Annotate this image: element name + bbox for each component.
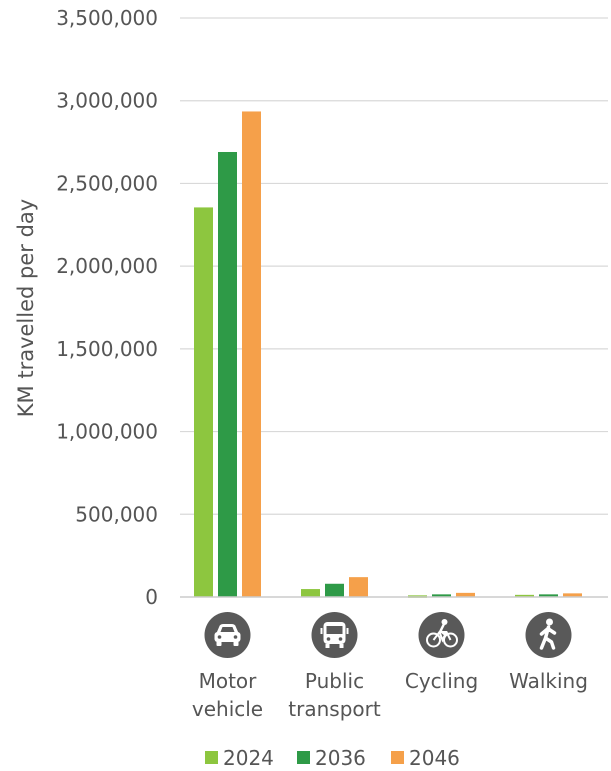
car-icon [204, 612, 251, 658]
x-category-label: vehicle [192, 697, 263, 721]
legend-item: 2046 [391, 746, 460, 770]
category-icons [204, 612, 572, 658]
bar-2046 [563, 593, 582, 597]
bar-2024 [515, 594, 534, 598]
legend-item: 2024 [205, 746, 274, 770]
legend-label: 2024 [223, 746, 274, 770]
legend-swatch [297, 751, 310, 764]
bar-2046 [242, 111, 261, 598]
y-tick-label: 1,000,000 [56, 420, 158, 444]
x-category-label: Public [305, 669, 364, 693]
bar-2036 [218, 151, 237, 598]
bus-icon [311, 612, 358, 658]
bars [194, 111, 582, 598]
y-tick-label: 3,000,000 [56, 89, 158, 113]
x-category-label: Motor [199, 669, 258, 693]
bar-2036 [432, 594, 451, 597]
y-axis-tick-labels: 0 500,000 1,000,000 1,500,000 2,000,000 2,500… [56, 6, 158, 609]
bar-2024 [194, 207, 213, 597]
legend-item: 2036 [297, 746, 366, 770]
y-tick-label: 0 [145, 585, 158, 609]
legend-swatch [391, 751, 404, 764]
legend-label: 2046 [409, 746, 460, 770]
x-axis-category-labels: Motor vehicle Public transport Cycling Walkin… [192, 669, 588, 721]
x-category-label: transport [288, 697, 381, 721]
bar-2036 [539, 594, 558, 597]
legend-swatch [205, 751, 218, 764]
legend-label: 2036 [315, 746, 366, 770]
y-tick-label: 500,000 [75, 502, 158, 526]
y-tick-label: 3,500,000 [56, 6, 158, 30]
x-category-label: Cycling [405, 669, 478, 693]
walking-person-icon [525, 612, 572, 658]
x-category-label: Walking [509, 669, 588, 693]
legend: 2024 2036 2046 [205, 746, 460, 770]
y-tick-label: 2,000,000 [56, 254, 158, 278]
bar-2036 [325, 583, 344, 597]
bicycle-icon [418, 612, 465, 658]
y-tick-label: 1,500,000 [56, 337, 158, 361]
bar-2024 [301, 589, 320, 597]
bar-2046 [456, 592, 475, 597]
y-tick-label: 2,500,000 [56, 171, 158, 195]
bar-2046 [349, 577, 368, 597]
y-axis-title: KM travelled per day [14, 199, 38, 417]
